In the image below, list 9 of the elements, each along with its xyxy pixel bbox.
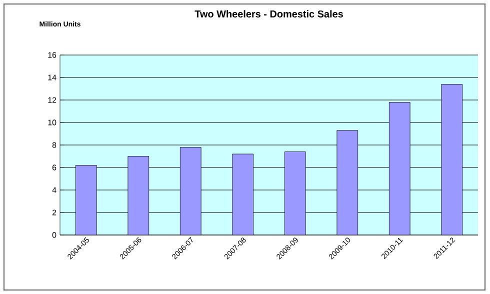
bar — [336, 130, 358, 235]
bar — [441, 84, 463, 235]
bar — [128, 156, 150, 235]
bar — [180, 147, 202, 235]
chart-title: Two Wheelers - Domestic Sales — [194, 10, 343, 18]
bar — [284, 152, 306, 235]
bar — [75, 165, 97, 235]
bar — [232, 154, 254, 235]
bar — [388, 102, 410, 235]
